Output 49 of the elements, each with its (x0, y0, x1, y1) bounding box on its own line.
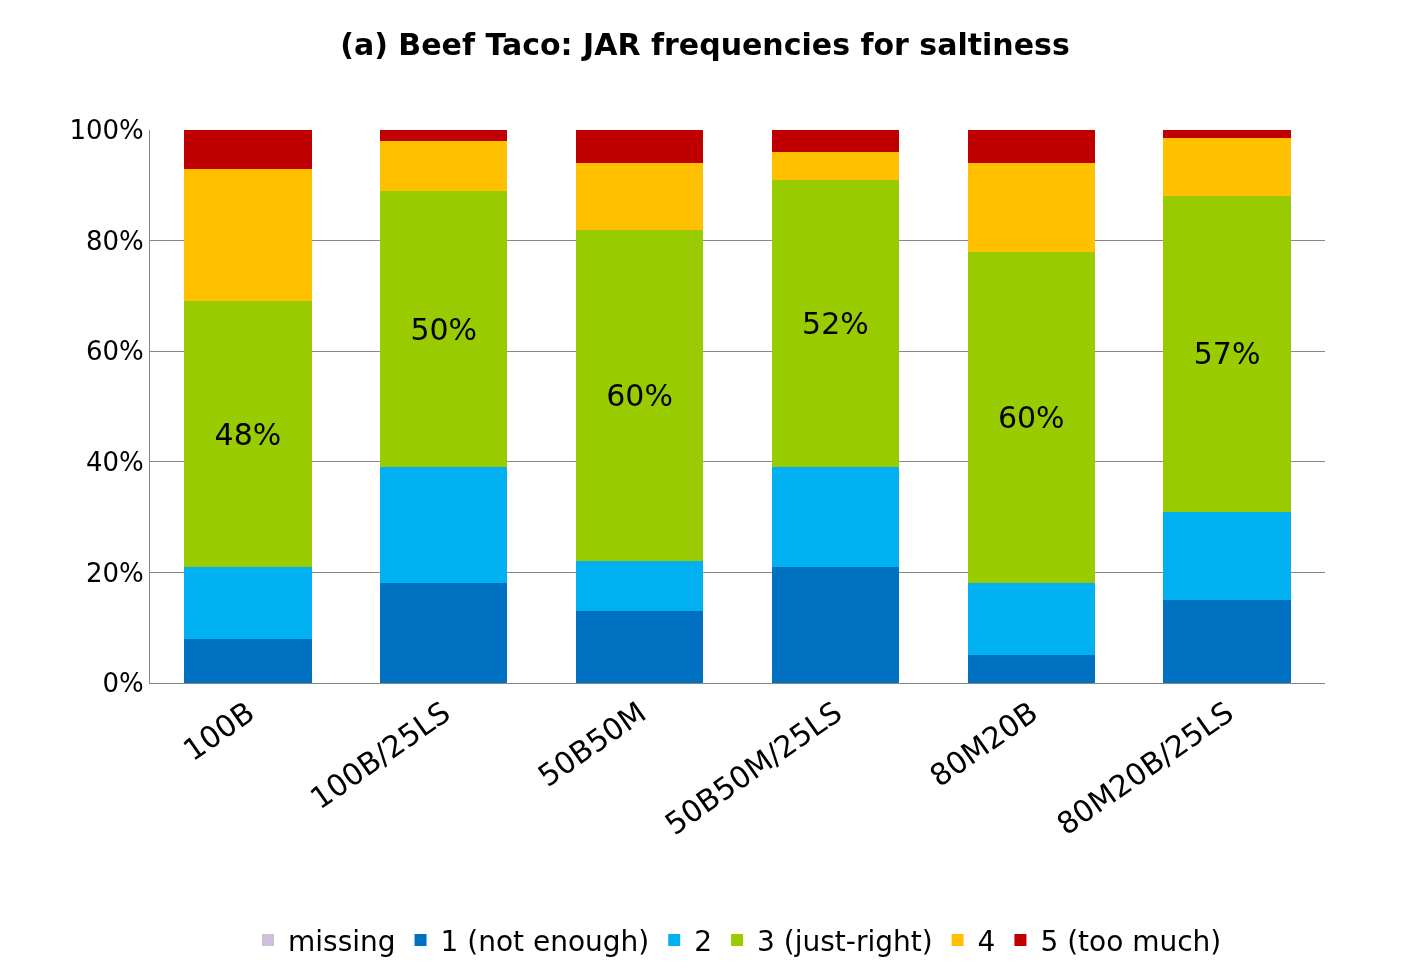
bar (1163, 138, 1291, 197)
bar (380, 583, 508, 683)
legend-label: missing (288, 924, 396, 958)
bar (1163, 600, 1291, 683)
bar (184, 130, 312, 169)
bar (771, 152, 900, 180)
bar (380, 467, 508, 584)
data-label: 48% (214, 416, 282, 452)
bar (1163, 130, 1291, 139)
bar (380, 130, 508, 142)
bar (1163, 196, 1291, 512)
bar (967, 251, 1095, 584)
legend-label: 3 (just-right) (757, 924, 933, 958)
bar (967, 163, 1095, 252)
bar (1163, 511, 1291, 601)
bar (184, 168, 312, 302)
data-label: 60% (997, 400, 1065, 436)
bar (771, 179, 900, 468)
bar (184, 566, 312, 639)
bar (967, 655, 1095, 683)
y-tick-label: 80% (86, 225, 144, 256)
chart-title: (a) Beef Taco: JAR frequencies for saltiness (340, 27, 1070, 63)
bar (184, 638, 312, 683)
y-tick-label: 60% (86, 336, 144, 367)
bar (771, 566, 900, 683)
bar (575, 229, 704, 562)
bar (380, 141, 508, 191)
data-label: 57% (1193, 336, 1261, 372)
bar (575, 163, 704, 230)
bar (184, 301, 312, 567)
data-label: 52% (802, 306, 869, 342)
legend-label: 1 (not enough) (440, 924, 650, 958)
bar (380, 190, 508, 468)
y-tick-label: 100% (69, 115, 144, 146)
legend-label: 2 (694, 924, 713, 958)
bar (575, 611, 704, 683)
legend-label: 4 (977, 924, 996, 958)
y-tick-label: 0% (102, 668, 144, 699)
legend-label: 5 (too much) (1040, 924, 1222, 958)
bar (771, 130, 900, 153)
bar (967, 583, 1095, 656)
bar (575, 130, 704, 164)
data-label: 50% (410, 311, 478, 347)
y-tick-label: 20% (86, 557, 144, 588)
bar (771, 467, 900, 567)
bar (967, 130, 1095, 164)
y-tick-label: 40% (86, 446, 144, 477)
data-label: 60% (606, 377, 673, 413)
bar (575, 561, 704, 612)
